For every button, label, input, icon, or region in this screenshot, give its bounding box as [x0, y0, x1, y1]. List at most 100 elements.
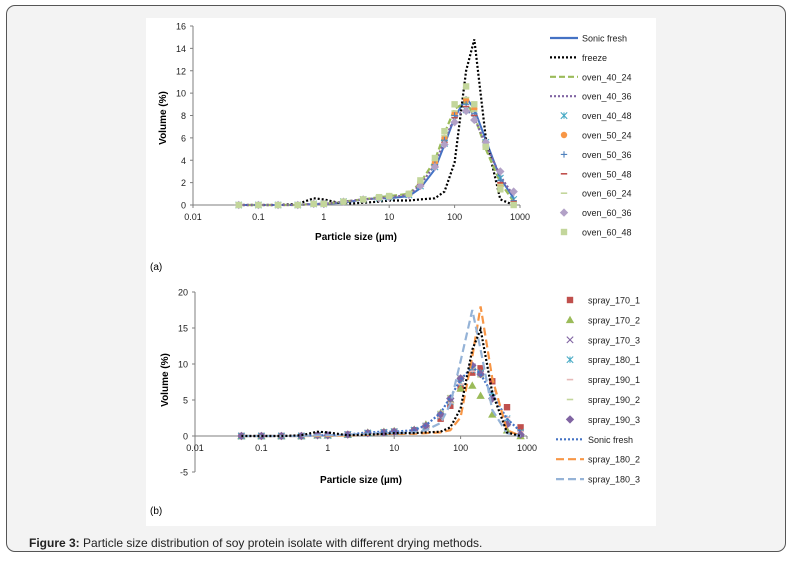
- x-tick-label: 1000: [517, 443, 537, 453]
- point-oven-60-36: [496, 167, 505, 176]
- point-oven-60-48: [417, 177, 424, 184]
- y-tick-label: 6: [181, 133, 186, 143]
- series-line-oven-40-24: [238, 100, 515, 207]
- legend-symbol-spray-170-3: [566, 336, 574, 344]
- point-oven-60-36: [450, 118, 459, 127]
- y-tick-label: 10: [178, 360, 188, 370]
- point-oven-60-48: [320, 200, 327, 208]
- x-tick-label: 1000: [510, 212, 530, 222]
- x-tick-label: 0.01: [186, 443, 204, 453]
- chart-a-panel-label: (a): [150, 262, 162, 273]
- chart-b-xlabel: Particle size (µm): [320, 475, 402, 486]
- legend-label-spray-180-2: spray_180_2: [588, 455, 640, 465]
- legend-label-oven-60-36: oven_60_36: [582, 208, 632, 218]
- series-line-spray-180-3: [241, 309, 521, 438]
- legend-label-spray-180-1: spray_180_1: [588, 355, 640, 365]
- y-tick-label: 15: [178, 324, 188, 334]
- chart-b: -5 0 5 10 15 20 0.01 0.1 1 10 100 1000 spray_170_1sp…: [178, 288, 640, 485]
- point-spray-190-3: [297, 431, 306, 441]
- point-oven-60-48: [462, 83, 470, 90]
- legend-label-oven-60-24: oven_60_24: [582, 189, 632, 199]
- point-spray-170-2: [488, 410, 497, 418]
- point-oven-60-48: [274, 201, 282, 209]
- y-tick-label: 8: [181, 111, 186, 121]
- y-tick-label: 5: [183, 396, 188, 406]
- y-tick-label: 12: [176, 66, 186, 76]
- x-tick-label: 0.01: [184, 212, 202, 222]
- point-oven-60-48: [451, 101, 458, 108]
- y-tick-label: -5: [180, 468, 188, 478]
- y-tick-label: 10: [176, 89, 186, 99]
- legend-label-oven-50-36: oven_50_36: [582, 150, 632, 160]
- legend-symbol-oven-50-36: [560, 151, 568, 158]
- x-tick-label: 10: [384, 212, 394, 222]
- legend-label-spray-170-1: spray_170_1: [588, 296, 640, 306]
- point-oven-60-36: [430, 162, 440, 172]
- point-oven-60-48: [340, 198, 347, 205]
- chart-b-panel-label: (b): [150, 506, 162, 517]
- chart-a-xlabel: Particle size (µm): [315, 232, 397, 243]
- point-spray-170-2: [456, 384, 465, 392]
- point-oven-60-48: [375, 193, 383, 201]
- legend-symbol-spray-170-1: [566, 296, 574, 304]
- point-oven-60-36: [470, 115, 479, 125]
- point-oven-60-36: [509, 187, 518, 196]
- legend-label-oven-40-24: oven_40_24: [582, 72, 632, 82]
- y-tick-label: 0: [181, 201, 186, 211]
- point-oven-60-36: [461, 106, 471, 116]
- point-oven-60-48: [294, 201, 301, 209]
- legend-label-oven-40-48: oven_40_48: [582, 111, 632, 121]
- point-spray-170-2: [468, 381, 477, 389]
- point-oven-60-48: [497, 186, 504, 193]
- y-tick-label: 4: [181, 156, 186, 166]
- legend-symbol-spray-170-2: [565, 315, 575, 324]
- point-spray-170-1: [517, 424, 524, 431]
- y-tick-label: 0: [183, 432, 188, 442]
- point-oven-60-48: [359, 196, 367, 203]
- point-spray-170-1: [503, 404, 511, 411]
- point-oven-60-48: [510, 201, 517, 209]
- x-tick-label: 100: [447, 212, 462, 222]
- legend-label-sonic-fresh: Sonic fresh: [588, 435, 633, 445]
- legend-label-oven-50-24: oven_50_24: [582, 131, 632, 141]
- x-tick-label: 0.1: [252, 212, 265, 222]
- legend-symbol-spray-190-3: [565, 415, 575, 424]
- legend-symbol-oven-60-48: [560, 228, 568, 236]
- point-oven-60-48: [482, 143, 490, 151]
- point-oven-60-48: [405, 190, 413, 198]
- legend-label-oven-50-48: oven_50_48: [582, 169, 632, 179]
- figure-frame: Figure 3: Particle size distribution of …: [6, 5, 786, 552]
- legend-label-oven-60-48: oven_60_48: [582, 228, 632, 238]
- point-oven-60-48: [471, 101, 478, 108]
- y-tick-label: 2: [181, 178, 186, 188]
- point-spray-190-3: [343, 430, 352, 439]
- x-tick-label: 10: [389, 443, 399, 453]
- chart-a-ylabel: Volume (%): [158, 91, 169, 145]
- point-spray-170-1: [477, 365, 484, 372]
- legend-label-spray-170-3: spray_170_3: [588, 335, 640, 345]
- legend-label-spray-170-2: spray_170_2: [588, 315, 640, 325]
- legend-label-spray-190-3: spray_190_3: [588, 415, 640, 425]
- series-line-oven-40-36: [238, 107, 515, 207]
- point-oven-60-48: [310, 200, 317, 208]
- point-oven-60-48: [235, 201, 242, 209]
- figure-caption: Figure 3: Particle size distribution of …: [29, 536, 482, 550]
- point-oven-60-36: [416, 181, 425, 191]
- point-oven-60-48: [431, 154, 439, 162]
- point-oven-60-48: [255, 201, 262, 209]
- legend-symbol-oven-40-48: [560, 112, 568, 120]
- legend-label-freeze: freeze: [582, 53, 607, 63]
- x-tick-label: 1: [325, 443, 330, 453]
- point-oven-60-48: [386, 192, 393, 200]
- point-oven-60-36: [440, 140, 449, 149]
- legend-label-oven-40-36: oven_40_36: [582, 92, 632, 102]
- legend-symbol-spray-180-1: [566, 356, 574, 364]
- y-tick-label: 20: [178, 288, 188, 298]
- legend-symbol-oven-50-24: [560, 131, 568, 139]
- chart-a: 0 2 4 6 8 10 12 14 16 0.01 0.1 1 10 100 1000 Sonic fres…: [176, 22, 632, 238]
- legend-label-spray-190-1: spray_190_1: [588, 375, 640, 385]
- figure-panel: [146, 18, 656, 526]
- chart-b-ylabel: Volume (%): [160, 353, 171, 407]
- point-spray-170-2: [476, 391, 485, 399]
